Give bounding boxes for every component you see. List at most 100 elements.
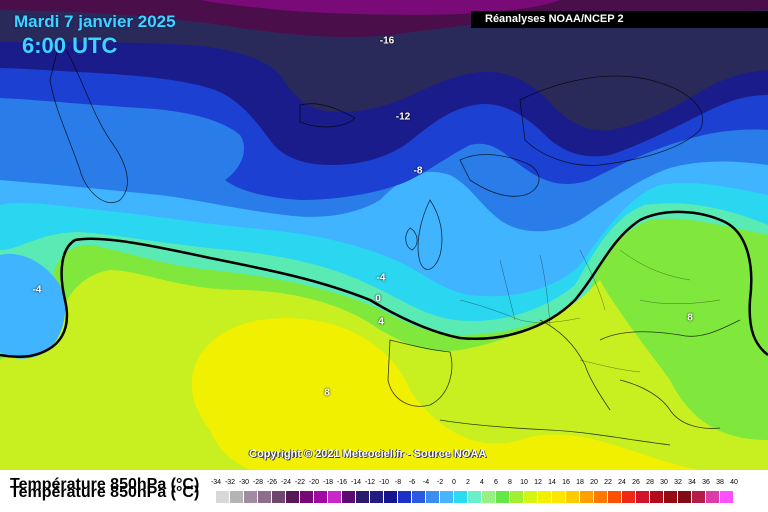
legend-swatch bbox=[552, 491, 566, 503]
temp-zone-minus12 bbox=[0, 0, 768, 131]
legend-swatch bbox=[356, 491, 370, 503]
legend-tick-label: 8 bbox=[508, 479, 512, 486]
legend-swatch bbox=[384, 491, 398, 503]
legend-tick-label: 16 bbox=[562, 479, 570, 486]
temp-zone-minus16 bbox=[0, 0, 768, 38]
legend-swatch bbox=[650, 491, 664, 503]
legend-swatch bbox=[370, 491, 384, 503]
legend-tick-label: -32 bbox=[224, 479, 236, 486]
legend-swatch bbox=[692, 491, 706, 503]
temp-zone-pocket-west bbox=[0, 253, 66, 359]
legend-tick-label: 18 bbox=[576, 479, 584, 486]
legend-swatch bbox=[286, 491, 300, 503]
legend-tick-label: -30 bbox=[238, 479, 250, 486]
legend-swatch bbox=[216, 491, 230, 503]
legend-tick-label: 20 bbox=[590, 479, 598, 486]
legend-tick-label: 0 bbox=[452, 479, 456, 486]
legend-tick-label: 4 bbox=[480, 479, 484, 486]
legend-swatch bbox=[622, 491, 636, 503]
legend-tick-label: -14 bbox=[350, 479, 362, 486]
coastlines bbox=[49, 39, 741, 446]
legend-swatch bbox=[482, 491, 496, 503]
legend-swatch bbox=[496, 491, 510, 503]
isotherm-label: -8 bbox=[413, 165, 423, 177]
zero-isotherm bbox=[74, 210, 768, 356]
legend-swatch bbox=[440, 491, 454, 503]
legend-tick-labels: -34 -32 -30 -28 -26 -24 -22 -20 -18 -16 -14 -12 -10-… bbox=[211, 479, 756, 489]
legend-tick-label: 34 bbox=[688, 479, 696, 486]
legend-tick-label: 26 bbox=[632, 479, 640, 486]
legend-swatch bbox=[244, 491, 258, 503]
isotherm-label: 0 bbox=[375, 293, 381, 305]
legend-swatch bbox=[300, 491, 314, 503]
legend-swatch bbox=[678, 491, 692, 503]
legend-tick-label: -16 bbox=[336, 479, 348, 486]
legend-tick-label: 22 bbox=[604, 479, 612, 486]
legend-swatch bbox=[258, 491, 272, 503]
isotherm-label: -4 bbox=[376, 272, 386, 284]
map-date: Mardi 7 janvier 2025 bbox=[14, 12, 176, 31]
legend-tick-label: 38 bbox=[716, 479, 724, 486]
legend-swatch bbox=[272, 491, 286, 503]
legend-tick-label: -18 bbox=[322, 479, 334, 486]
color-legend: Température 850hPa (°C) Température 850h… bbox=[0, 470, 768, 512]
legend-swatch bbox=[566, 491, 580, 503]
legend-title: Température 850hPa (°C) bbox=[10, 476, 200, 493]
legend-tick-label: -4 bbox=[422, 479, 430, 486]
legend-swatch bbox=[328, 491, 342, 503]
temperature-map bbox=[0, 0, 768, 470]
legend-tick-label: -22 bbox=[294, 479, 306, 486]
legend-tick-label: -12 bbox=[364, 479, 376, 486]
legend-tick-label: -20 bbox=[308, 479, 320, 486]
isotherm-label: 8 bbox=[324, 387, 330, 399]
map-time: 6:00 UTC bbox=[22, 33, 118, 58]
legend-swatch bbox=[510, 491, 524, 503]
legend-swatch bbox=[538, 491, 552, 503]
legend-tick-label: -2 bbox=[436, 479, 444, 486]
legend-tick-label: 6 bbox=[494, 479, 498, 486]
legend-tick-label: -28 bbox=[252, 479, 264, 486]
legend-tick-label: -26 bbox=[266, 479, 278, 486]
legend-tick-label: 12 bbox=[534, 479, 542, 486]
isotherm-label: -16 bbox=[379, 35, 395, 47]
country-borders bbox=[459, 249, 721, 373]
isotherm-label: 4 bbox=[378, 316, 384, 328]
legend-tick-label: -34 bbox=[210, 479, 222, 486]
legend-tick-label: 14 bbox=[548, 479, 556, 486]
legend-tick-label: 10 bbox=[520, 479, 528, 486]
legend-tick-label: -24 bbox=[280, 479, 292, 486]
legend-swatch bbox=[636, 491, 650, 503]
legend-swatch bbox=[454, 491, 468, 503]
legend-color-scale bbox=[216, 491, 734, 503]
legend-title-shadow: Température 850hPa (°C) bbox=[10, 484, 200, 501]
legend-swatch bbox=[524, 491, 538, 503]
legend-tick-label: 2 bbox=[466, 479, 470, 486]
legend-tick-label: 30 bbox=[660, 479, 668, 486]
isotherm-label: 8 bbox=[687, 312, 693, 324]
legend-swatch bbox=[468, 491, 482, 503]
isotherm-label: -4 bbox=[32, 284, 42, 296]
legend-tick-label: 28 bbox=[646, 479, 654, 486]
legend-tick-label: -6 bbox=[408, 479, 416, 486]
data-source-label: Réanalyses NOAA/NCEP 2 bbox=[471, 11, 768, 28]
legend-swatch bbox=[398, 491, 412, 503]
legend-tick-label: 40 bbox=[730, 479, 738, 486]
legend-tick-label: 36 bbox=[702, 479, 710, 486]
legend-tick-label: -8 bbox=[394, 479, 402, 486]
copyright-notice: Copyright © 2021 Meteociel.fr - Source N… bbox=[249, 448, 487, 460]
legend-tick-label: -10 bbox=[378, 479, 390, 486]
legend-tick-label: 24 bbox=[618, 479, 626, 486]
legend-swatch bbox=[580, 491, 594, 503]
temp-zone-minus20 bbox=[200, 0, 560, 15]
zero-isotherm-west bbox=[0, 238, 76, 359]
legend-swatch bbox=[608, 491, 622, 503]
legend-swatch bbox=[412, 491, 426, 503]
legend-swatch bbox=[594, 491, 608, 503]
legend-swatch bbox=[342, 491, 356, 503]
legend-tick-label: 32 bbox=[674, 479, 682, 486]
legend-swatch bbox=[706, 491, 720, 503]
isotherm-label: -12 bbox=[395, 111, 411, 123]
legend-swatch bbox=[664, 491, 678, 503]
legend-swatch bbox=[426, 491, 440, 503]
